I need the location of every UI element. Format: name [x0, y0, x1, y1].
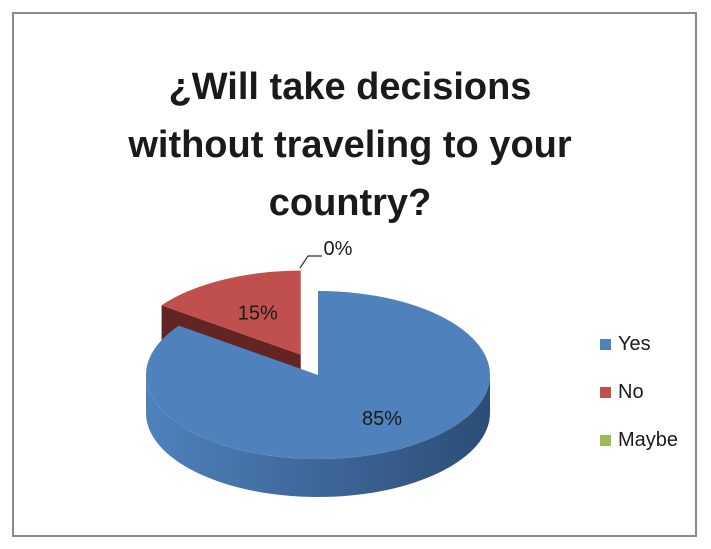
legend-item-no: No — [600, 368, 678, 416]
chart-title-line-3: country? — [268, 182, 432, 224]
chart-title-line-2: without traveling to your — [128, 124, 572, 166]
legend-item-yes: Yes — [600, 320, 678, 368]
legend-swatch-no — [600, 386, 611, 398]
data-label-no: 15% — [238, 303, 278, 325]
legend-item-maybe: Maybe — [600, 416, 678, 464]
data-label-yes: 85% — [362, 408, 402, 430]
legend-label-maybe: Maybe — [618, 428, 679, 451]
data-label-maybe: 0% — [324, 238, 353, 260]
chart-title-line-1: ¿Will take decisions — [168, 66, 532, 108]
pie-side-yes — [146, 375, 490, 497]
legend: Yes No Maybe — [600, 320, 678, 464]
chart-title: ¿Will take decisions without traveling t… — [30, 58, 670, 232]
pie-slice-yes — [145, 291, 491, 460]
legend-swatch-maybe — [600, 434, 611, 446]
legend-label-no: No — [618, 380, 644, 403]
leader-line-maybe — [299, 255, 322, 269]
legend-label-yes: Yes — [618, 332, 651, 355]
legend-swatch-yes — [600, 338, 611, 350]
pie-slice-no — [161, 270, 301, 355]
